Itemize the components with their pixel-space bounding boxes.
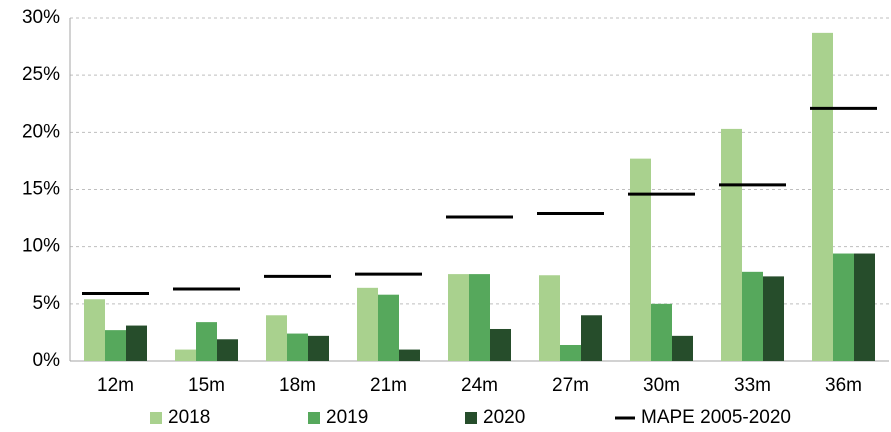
bar <box>854 253 875 361</box>
bar <box>448 274 469 361</box>
x-tick-label: 27m <box>552 375 589 396</box>
bar <box>742 271 763 361</box>
x-tick-label: 24m <box>461 375 498 396</box>
y-tick-label: 10% <box>22 236 60 257</box>
y-tick-label: 5% <box>33 293 61 314</box>
legend-swatch <box>308 412 320 424</box>
x-tick-label: 36m <box>825 375 862 396</box>
y-tick-label: 30% <box>22 7 60 28</box>
bar <box>581 315 602 361</box>
bar <box>196 322 217 361</box>
bar <box>490 328 511 361</box>
y-tick-label: 20% <box>22 121 60 142</box>
bar <box>287 333 308 361</box>
bar <box>126 325 147 361</box>
bar <box>378 294 399 361</box>
bar <box>84 299 105 361</box>
bar <box>399 349 420 361</box>
y-tick-label: 25% <box>22 64 60 85</box>
legend-label: 2020 <box>483 407 525 428</box>
bar <box>721 128 742 361</box>
bar <box>266 315 287 361</box>
bar <box>217 339 238 361</box>
bar <box>651 303 672 361</box>
y-tick-label: 0% <box>33 350 61 371</box>
x-tick-label: 33m <box>734 375 771 396</box>
x-tick-label: 18m <box>279 375 316 396</box>
y-tick-label: 15% <box>22 179 60 200</box>
bar <box>175 349 196 361</box>
bar <box>560 344 581 361</box>
x-tick-label: 12m <box>97 375 134 396</box>
legend-label: MAPE 2005-2020 <box>641 407 791 428</box>
bar <box>357 287 378 361</box>
legend-label: 2019 <box>326 407 368 428</box>
bar <box>308 335 329 361</box>
bar <box>630 158 651 361</box>
bar <box>539 275 560 361</box>
x-tick-label: 21m <box>370 375 407 396</box>
bar <box>812 32 833 361</box>
x-tick-label: 30m <box>643 375 680 396</box>
bar <box>833 253 854 361</box>
bar <box>672 335 693 361</box>
legend-swatch <box>465 412 477 424</box>
legend-label: 2018 <box>168 407 210 428</box>
legend-swatch <box>150 412 162 424</box>
x-tick-label: 15m <box>188 375 225 396</box>
bar <box>105 330 126 361</box>
bar <box>763 276 784 361</box>
bar <box>469 274 490 361</box>
